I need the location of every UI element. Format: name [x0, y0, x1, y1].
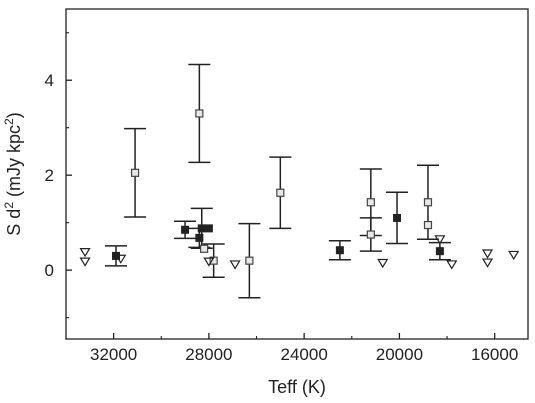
data-point-filled-square — [197, 224, 206, 233]
data-point-filled-square — [195, 233, 204, 242]
data-point-filled-square — [393, 213, 402, 222]
data-point-upper-limit — [79, 248, 91, 258]
data-point-upper-limit — [229, 260, 241, 270]
data-point-filled-square — [204, 224, 213, 233]
x-tick-label: 32000 — [90, 345, 137, 364]
data-point-open-square — [200, 244, 209, 253]
data-point-open-square — [276, 188, 285, 197]
data-point-upper-limit — [115, 254, 127, 264]
data-point-upper-limit — [203, 257, 215, 267]
x-tick-label: 28000 — [185, 345, 232, 364]
ticks-layer: 32000 28000 24000 20000 16000 0 2 4 — [45, 32, 518, 364]
data-point-upper-limit — [377, 258, 389, 269]
data-point-open-square — [209, 256, 218, 265]
data-point-upper-limit — [79, 257, 91, 267]
data-point-filled-square — [181, 225, 190, 234]
x-axis-title: Teff (K) — [268, 377, 326, 397]
x-tick-label: 20000 — [376, 345, 423, 364]
data-point-open-square — [245, 256, 254, 265]
data-point-upper-limit — [446, 260, 458, 270]
plot-frame — [65, 8, 529, 340]
marks-layer — [79, 63, 520, 299]
data-point-upper-limit — [434, 235, 446, 245]
y-tick-label: 0 — [45, 261, 54, 280]
data-point-open-square — [423, 198, 433, 207]
x-tick-label: 16000 — [471, 345, 518, 364]
data-point-open-square — [366, 198, 375, 207]
data-point-filled-square — [335, 246, 344, 255]
data-point-upper-limit — [508, 250, 520, 261]
data-point-open-square — [366, 230, 375, 239]
y-tick-label: 4 — [45, 71, 54, 90]
y-tick-label: 2 — [45, 166, 54, 185]
data-point-open-square — [423, 220, 433, 230]
data-point-open-square — [130, 168, 140, 177]
x-tick-label: 24000 — [281, 345, 328, 364]
data-point-upper-limit — [481, 249, 494, 259]
y-axis-title: S d2 (mJy kpc2) — [2, 112, 24, 235]
data-point-open-square — [195, 109, 204, 118]
data-point-upper-limit — [481, 258, 494, 268]
data-point-filled-square — [435, 247, 444, 256]
